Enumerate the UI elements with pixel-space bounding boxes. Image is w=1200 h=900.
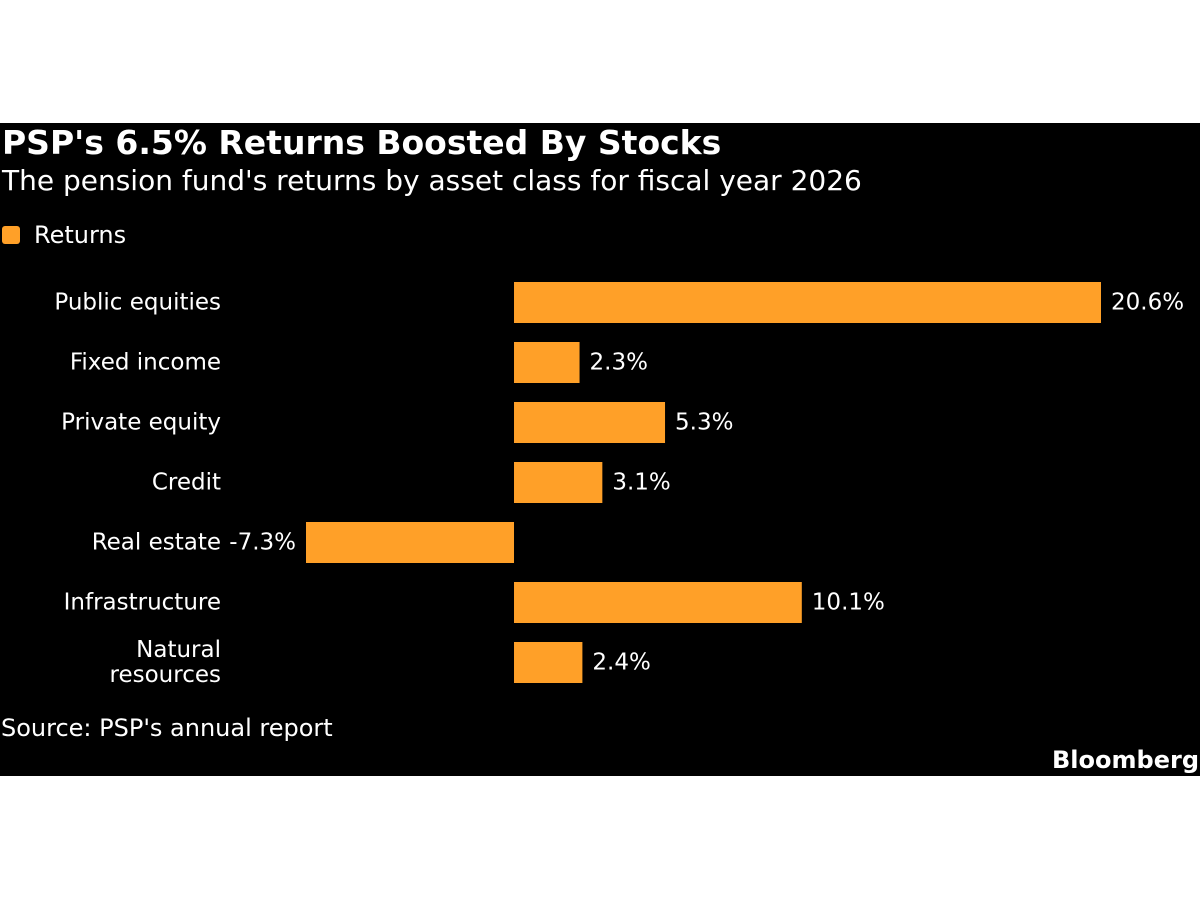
category-label: Natural resources (110, 637, 221, 688)
bar (514, 462, 603, 503)
category-label-line: Natural (136, 637, 221, 663)
category-label-line: Public equities (54, 290, 221, 316)
value-label: 3.1% (612, 470, 670, 496)
category-label: Credit (152, 470, 221, 496)
legend: Returns (2, 220, 126, 250)
chart-subtitle: The pension fund's returns by asset clas… (2, 164, 862, 197)
value-label: 2.3% (590, 350, 648, 376)
bar (514, 642, 583, 683)
category-label: Real estate (92, 530, 221, 556)
category-label: Public equities (54, 290, 221, 316)
source-note: Source: PSP's annual report (1, 714, 333, 742)
bar (514, 402, 666, 443)
bar-chart: Public equities 20.6% Fixed income 2.3% Priv… (54, 282, 1184, 688)
bar (514, 342, 580, 383)
value-label: -7.3% (229, 530, 296, 556)
bar (514, 282, 1101, 323)
value-label: 20.6% (1111, 290, 1184, 316)
bar (306, 522, 515, 563)
category-label: Fixed income (70, 350, 221, 376)
category-label-line: Credit (152, 470, 221, 496)
category-label-line: Private equity (61, 410, 221, 436)
legend-swatch-returns (2, 226, 20, 244)
category-label: Private equity (61, 410, 221, 436)
category-label-line: Real estate (92, 530, 221, 556)
category-label-line: Infrastructure (64, 590, 221, 616)
category-label: Infrastructure (64, 590, 221, 616)
bloomberg-logo: Bloomberg (1052, 746, 1199, 774)
chart-title: PSP's 6.5% Returns Boosted By Stocks (2, 123, 722, 162)
value-label: 10.1% (812, 590, 885, 616)
category-label-line: resources (110, 662, 221, 688)
legend-label-returns: Returns (34, 221, 127, 249)
bar (514, 582, 802, 623)
value-label: 2.4% (592, 650, 650, 676)
category-label-line: Fixed income (70, 350, 221, 376)
value-label: 5.3% (675, 410, 733, 436)
chart-frame: PSP's 6.5% Returns Boosted By Stocks The… (0, 123, 1200, 776)
